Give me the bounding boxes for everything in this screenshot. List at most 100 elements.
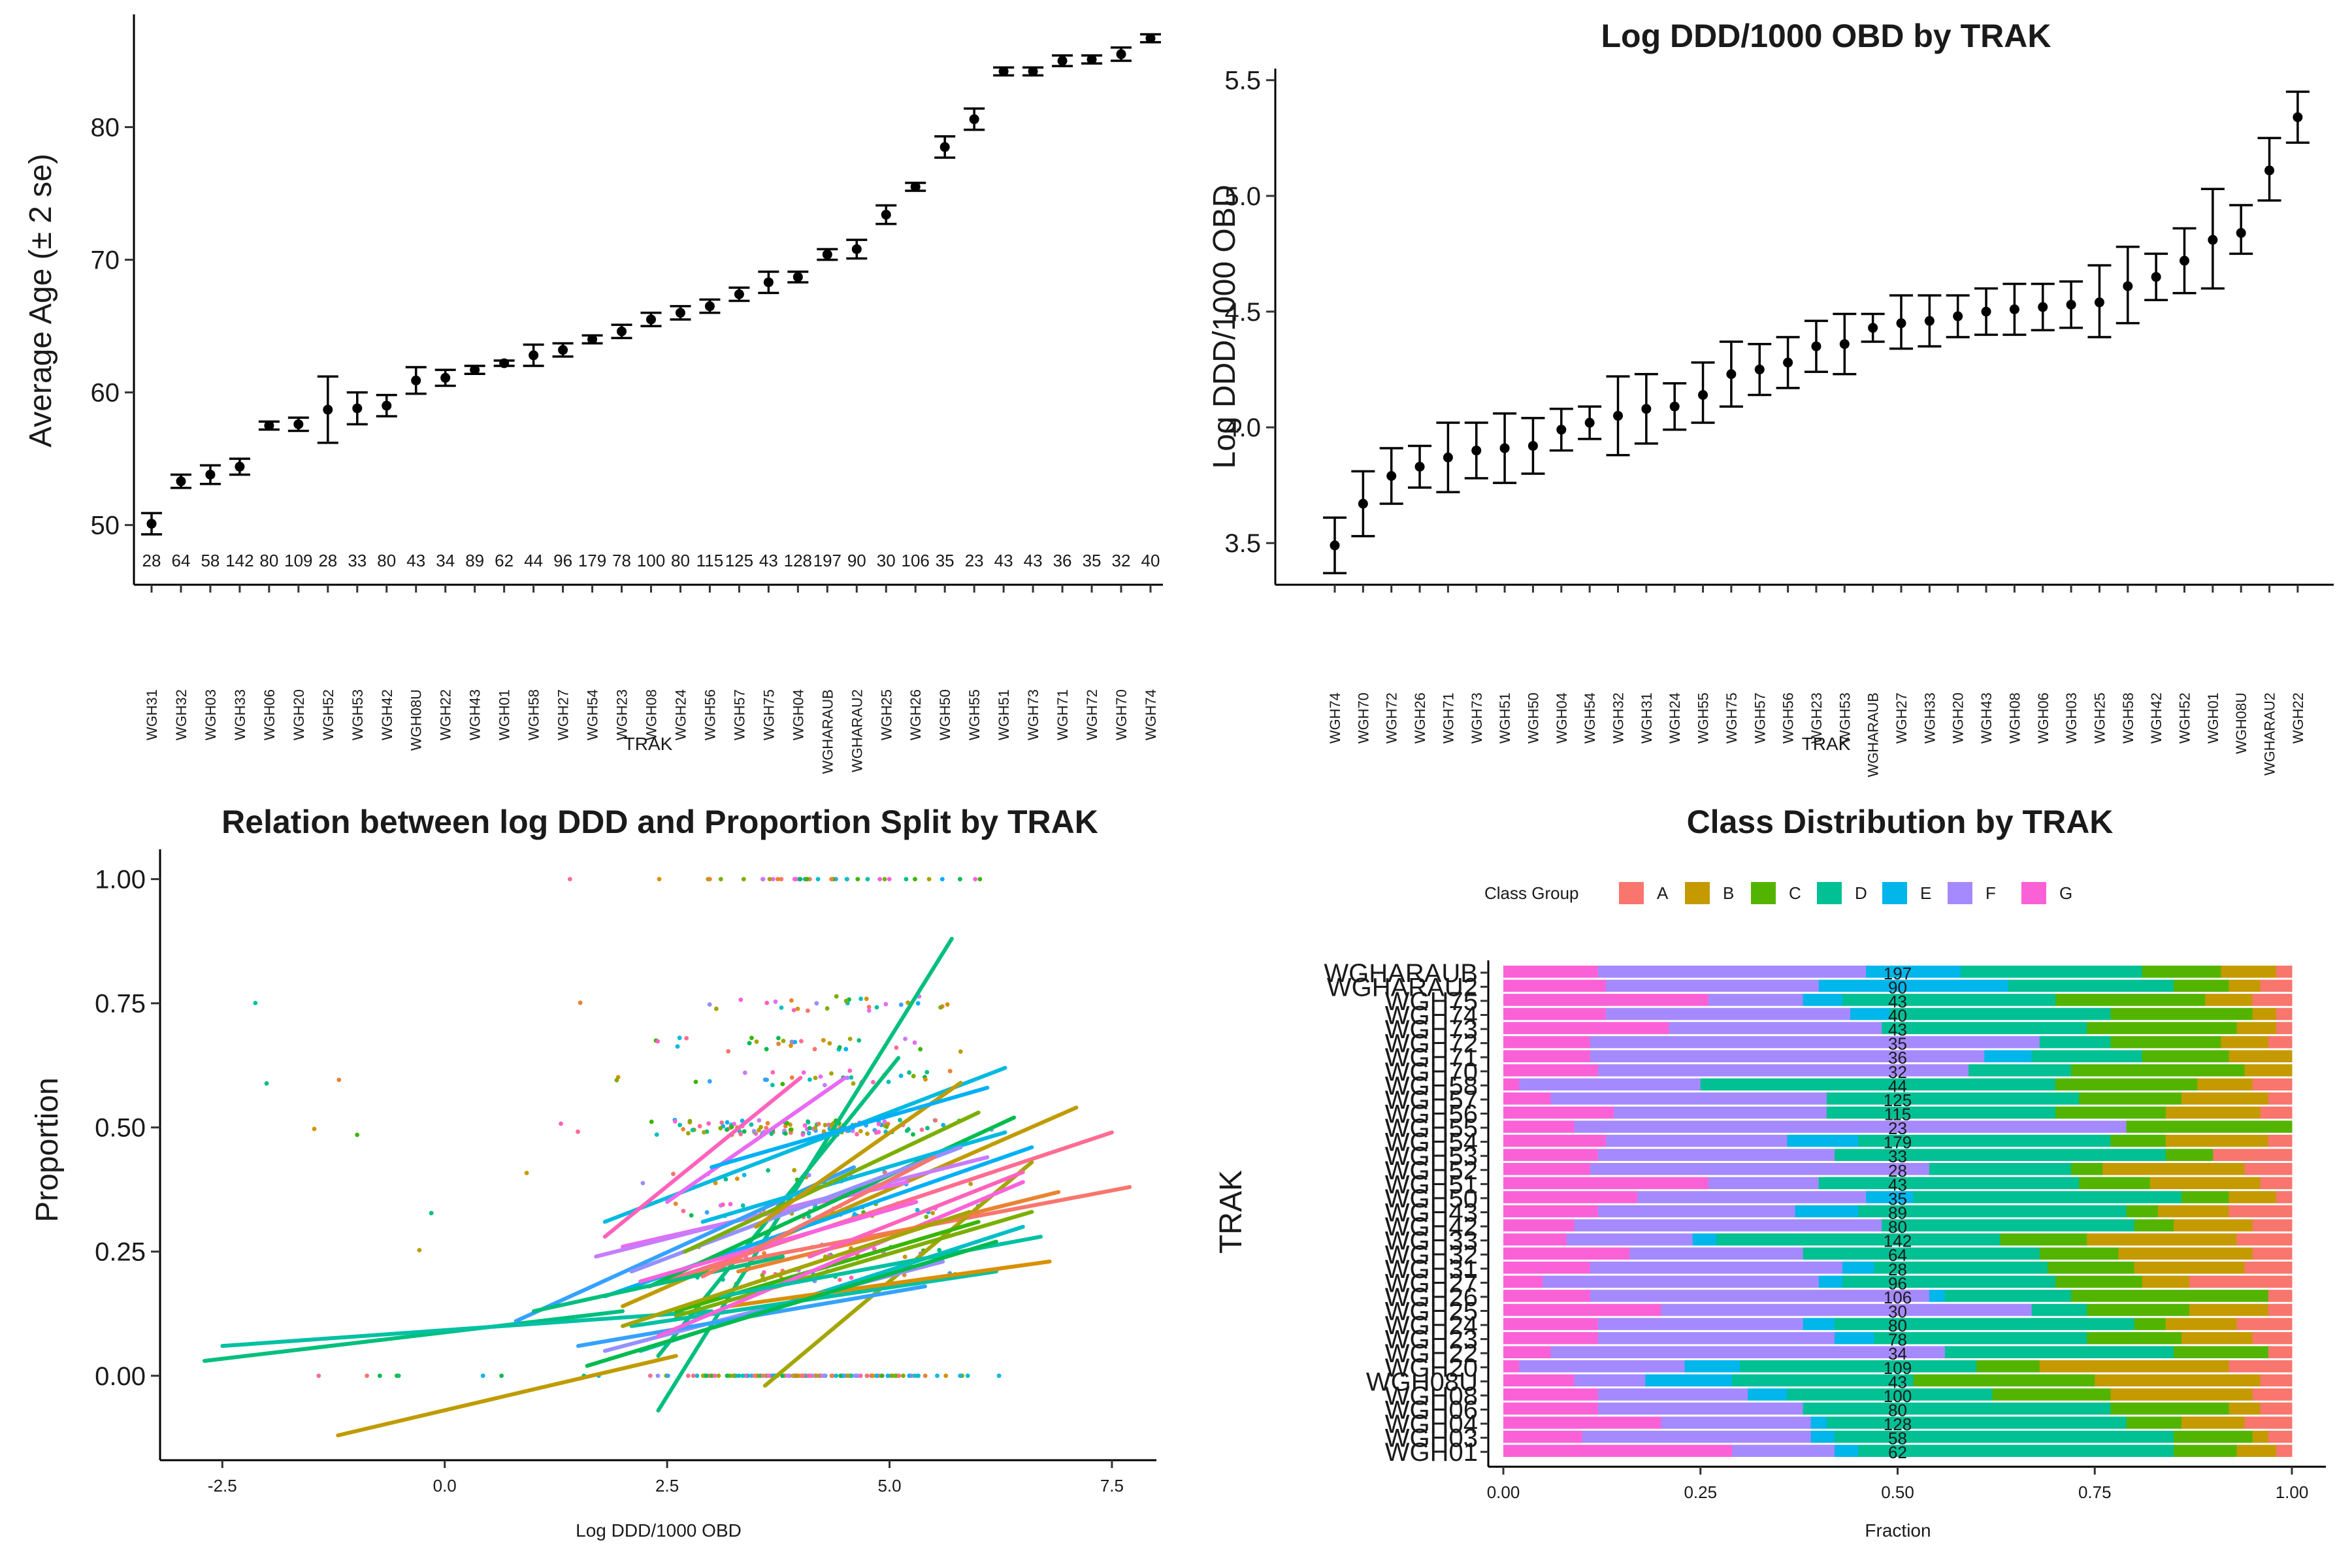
bar-segment [1503,1374,1575,1387]
count-label: 33 [348,551,367,570]
data-point [767,877,772,882]
count-label: 80 [671,551,690,570]
count-label: 115 [696,551,723,570]
data-point [802,1123,808,1128]
log-ddd-by-trak-panel: Log DDD/1000 OBD by TRAK 3.5 4.0 4.5 5.0 5.5 L… [1207,18,2334,777]
x-tick-label: WGH01 [2205,693,2221,743]
bar-segment [1803,1318,1835,1330]
bar-segment [1503,1050,1591,1062]
data-point [898,1118,902,1122]
fit-line [647,1130,1114,1288]
mean-point [1698,390,1708,400]
data-point [818,1074,823,1079]
mean-point [969,114,979,124]
bar-segment [1992,1388,2111,1401]
data-point [253,1000,258,1005]
x-tick-label: 5.0 [877,1476,901,1495]
data-point [958,1049,963,1054]
data-point [837,1277,842,1282]
bar-segment [2268,1430,2293,1443]
bar-segment [2268,1134,2293,1147]
mean-point [2236,228,2246,238]
bar-segment [2087,1233,2238,1246]
data-point [749,1122,754,1127]
x-tick-label: WGH51 [996,689,1012,740]
data-point [882,877,887,882]
bar-segment [2197,1078,2253,1091]
mean-point [1556,425,1567,435]
data-point [864,1373,870,1379]
data-point [906,1127,911,1132]
data-point [815,877,821,882]
mean-point [323,404,333,415]
bar-segment [2039,1360,2229,1373]
data-point [902,1254,907,1260]
y-tick-label: WGHARAUB [1324,959,1478,988]
data-point [684,1036,689,1041]
data-point [681,1209,686,1213]
mean-point [146,519,157,529]
x-tick-label: WGH75 [760,689,777,740]
bar-segment [1874,1262,2048,1274]
x-tick-label: WGH72 [1384,693,1400,743]
count-label: 28 [318,551,337,570]
bar-segment [2173,1219,2253,1232]
y-tick-label: WGH25 [1385,1298,1478,1326]
bar-segment [2173,1346,2269,1358]
bar-segment [2260,1374,2293,1387]
bar-segment [2173,1445,2238,1457]
data-point [671,1171,676,1177]
bar-segment [2165,1106,2261,1119]
x-tick-label: WGHARAU2 [2262,693,2278,776]
bar-segment [1503,1233,1567,1246]
bar-segment [1503,1036,1591,1049]
data-point [827,1041,832,1046]
data-point [681,1126,686,1132]
mean-point [1754,365,1765,375]
count-label: 100 [637,551,665,570]
mean-point [1783,357,1793,368]
chart-title: Relation between log DDD and Proportion … [221,804,1098,840]
x-tick-label: WGH55 [1695,693,1712,743]
bar-segment [2268,1290,2293,1302]
data-point [770,1070,776,1075]
mean-point [411,375,421,385]
bar-segment [1637,1191,1867,1203]
y-tick-label: WGH26 [1385,1283,1478,1312]
bar-segment [1629,1247,1804,1260]
x-tick-label: 0.25 [1684,1482,1717,1502]
data-point [707,877,712,882]
x-tick-label: WGH23 [1808,693,1825,743]
bar-segment [1503,1346,1551,1358]
y-tick-label: WGH52 [1385,1156,1478,1185]
y-tick-label: WGH74 [1385,1002,1478,1030]
bar-segment [1566,1233,1693,1246]
mean-point [2038,302,2048,312]
x-axis-title: Fraction [1865,1520,1931,1541]
bar-segment [1503,1416,1661,1429]
mean-point [675,308,685,318]
mean-point [440,372,451,383]
data-point [712,1373,717,1379]
bar-segment [1590,1036,2040,1049]
fit-line [710,1085,990,1169]
data-point [808,1373,813,1379]
chart-title: Log DDD/1000 OBD by TRAK [1601,18,2051,54]
bar-segment [2276,966,2293,978]
data-point [857,1038,862,1043]
mean-point [1028,66,1038,76]
class-distribution-panel: Class Distribution by TRAK Class Group A B C… [1214,804,2326,1541]
data-point [355,1132,360,1137]
bar-segment [2229,1205,2293,1218]
x-tick-label: WGH27 [555,689,572,740]
bar-segment [1597,1064,1969,1077]
data-point [865,1131,870,1136]
bar-segment [1850,1007,1890,1021]
bar-segment [1503,1205,1599,1218]
mean-point [1386,470,1397,481]
data-point [898,1073,904,1078]
bar-segment [1748,1388,1788,1401]
bar-segment [2149,1177,2261,1190]
bar-segment [1503,1078,1520,1091]
data-point [906,1000,911,1005]
